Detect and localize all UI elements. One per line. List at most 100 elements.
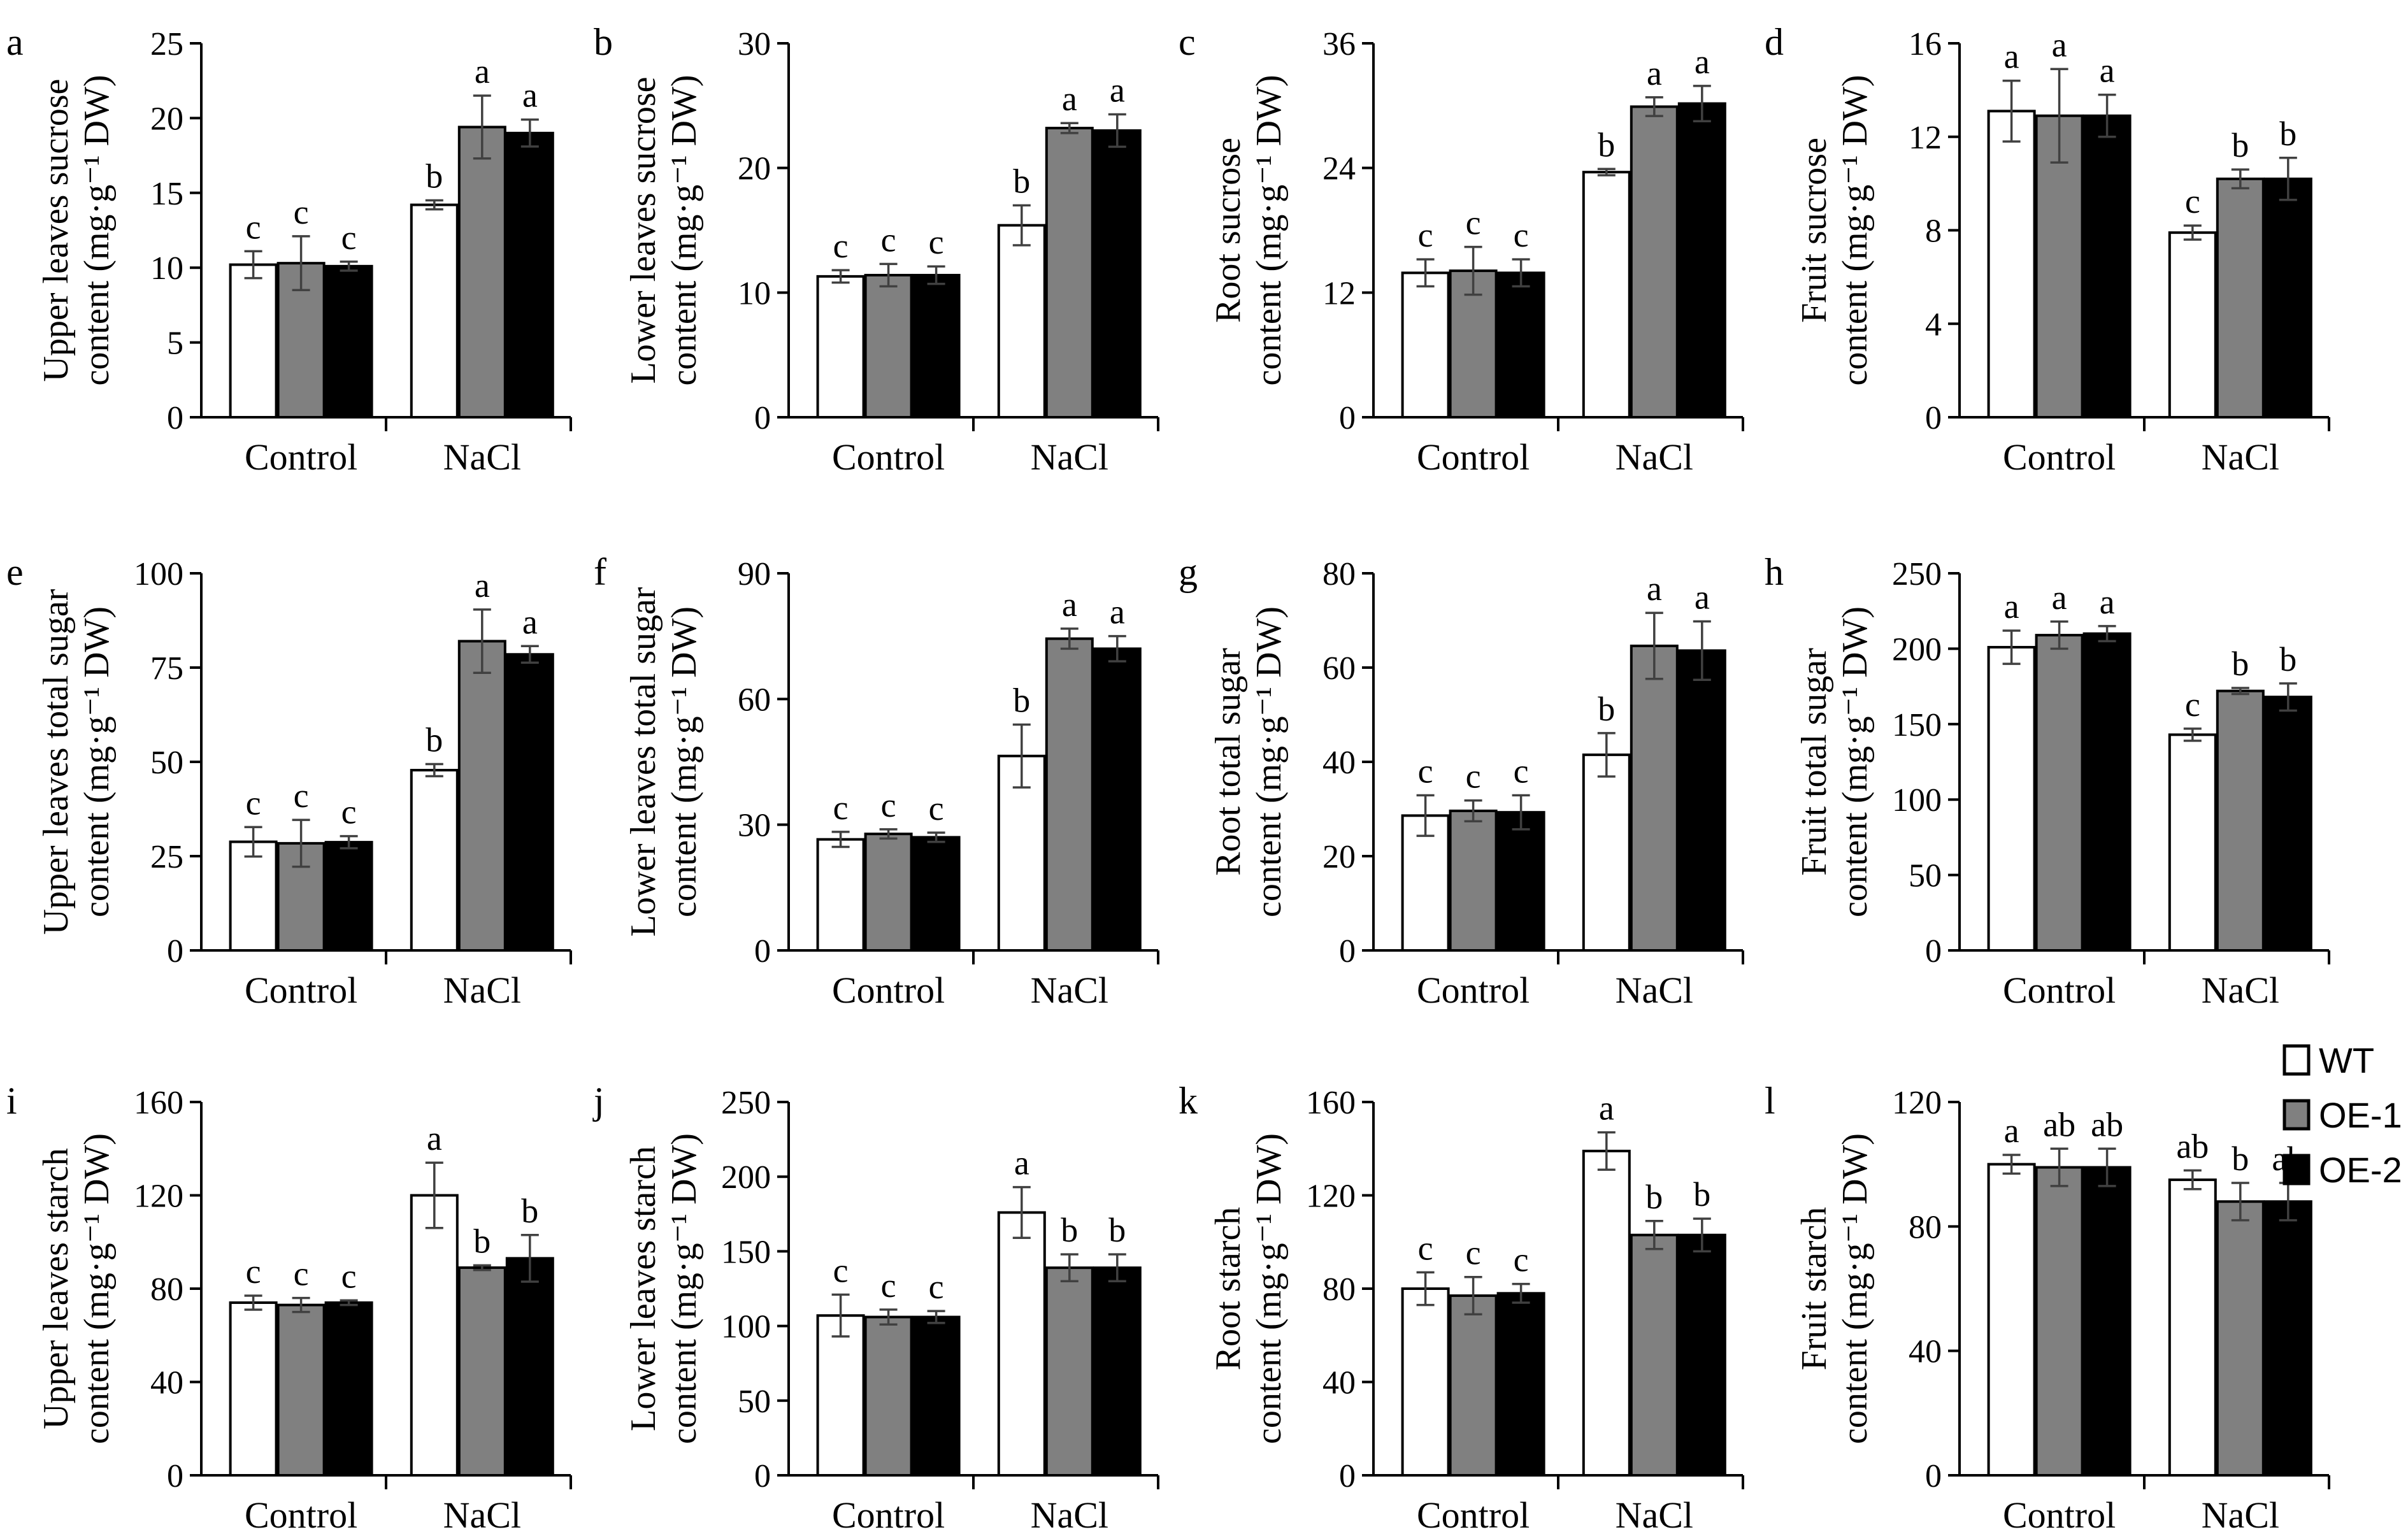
- significance-letter: c: [1418, 1229, 1433, 1267]
- significance-letter: b: [1645, 1178, 1663, 1216]
- y-axis-label-line: content (mg·g⁻¹ DW): [1835, 1133, 1875, 1444]
- panel-letter: k: [1179, 1080, 1198, 1122]
- x-category-label: Control: [832, 970, 945, 1011]
- significance-letter: a: [2100, 583, 2115, 621]
- panel-b: b Lower leaves sucrosecontent (mg·g⁻¹ DW)…: [594, 21, 1159, 478]
- y-tick-label: 40: [150, 1365, 183, 1401]
- significance-letter: a: [2004, 587, 2019, 626]
- legend-label: OE-1: [2319, 1095, 2402, 1135]
- legend: WT OE-1 OE-2: [2283, 1040, 2402, 1190]
- bar-oe-2: [505, 1257, 554, 1477]
- significance-letter: b: [1598, 125, 1615, 164]
- bar-oe-1: [2216, 1200, 2265, 1477]
- significance-letter: b: [1013, 681, 1030, 719]
- significance-letter: c: [341, 793, 357, 831]
- y-tick-label: 8: [1925, 213, 1942, 250]
- bar-oe-2: [2263, 1200, 2312, 1477]
- y-axis-label: Fruit sucrosecontent (mg·g⁻¹ DW): [1795, 75, 1875, 386]
- x-category-label: NaCl: [1616, 970, 1693, 1011]
- y-tick-label: 80: [1322, 1271, 1356, 1308]
- y-tick-label: 200: [1892, 631, 1942, 668]
- y-tick-label: 20: [1322, 839, 1356, 875]
- bar-wt: [997, 224, 1046, 419]
- bar-oe-1: [2216, 177, 2265, 419]
- y-tick-label: 5: [167, 326, 183, 362]
- bar-wt: [997, 1211, 1046, 1477]
- y-axis-label-line: content (mg·g⁻¹ DW): [664, 75, 704, 386]
- significance-letter: ab: [2176, 1127, 2209, 1165]
- y-axis-label-line: Lower leaves sucrose: [624, 76, 663, 383]
- y-tick-label: 0: [167, 1458, 183, 1494]
- y-axis-label: Upper leaves sucrosecontent (mg·g⁻¹ DW): [36, 75, 117, 386]
- y-axis-label-line: content (mg·g⁻¹ DW): [1249, 606, 1289, 917]
- panel-letter: d: [1765, 21, 1784, 63]
- significance-letter: c: [1466, 757, 1481, 796]
- significance-letter: b: [2232, 126, 2249, 164]
- panel-letter: a: [6, 21, 24, 63]
- bar-wt: [816, 1314, 865, 1477]
- x-category-label: NaCl: [1031, 1494, 1108, 1536]
- significance-letter: c: [881, 786, 896, 824]
- bar-oe-2: [2082, 632, 2132, 952]
- significance-letter: c: [881, 1266, 896, 1305]
- bar-oe-2: [505, 131, 554, 419]
- x-category-label: Control: [1417, 436, 1530, 478]
- significance-letter: c: [881, 220, 896, 259]
- significance-letter: c: [929, 223, 944, 261]
- x-category-label: Control: [2003, 1494, 2116, 1536]
- panel-f: f Lower leaves total sugarcontent (mg·g⁻¹…: [594, 551, 1159, 1011]
- significance-letter: c: [1418, 752, 1433, 791]
- bar-wt: [1987, 1163, 2036, 1477]
- significance-letter: a: [475, 52, 490, 90]
- y-tick-label: 50: [1909, 858, 1942, 894]
- x-category-label: NaCl: [443, 436, 521, 478]
- panel-l: l Fruit starchcontent (mg·g⁻¹ DW) 0 40 80 120…: [1765, 1080, 2330, 1536]
- bar-oe-1: [1045, 127, 1094, 419]
- significance-letter: b: [426, 157, 443, 196]
- bar-oe-2: [1677, 649, 1726, 952]
- bar-oe-1: [864, 273, 913, 419]
- x-category-label: Control: [1417, 970, 1530, 1011]
- y-tick-label: 24: [1322, 151, 1356, 187]
- panel-e: e Upper leaves total sugarcontent (mg·g⁻¹…: [6, 551, 572, 1011]
- significance-letter: b: [2279, 640, 2297, 678]
- bar-oe-1: [457, 125, 506, 419]
- y-axis-label-line: content (mg·g⁻¹ DW): [664, 1133, 704, 1444]
- x-category-label: NaCl: [1031, 436, 1108, 478]
- bar-oe-1: [276, 1303, 326, 1477]
- y-tick-label: 4: [1925, 306, 1942, 343]
- significance-letter: a: [522, 76, 538, 115]
- bar-oe-1: [2216, 689, 2265, 952]
- y-tick-label: 0: [1925, 400, 1942, 436]
- y-axis-label-line: content (mg·g⁻¹ DW): [1835, 606, 1875, 917]
- panel-a: a Upper leaves sucrosecontent (mg·g⁻¹ DW)…: [6, 21, 572, 478]
- significance-letter: b: [2232, 1140, 2249, 1178]
- bar-wt: [2168, 1178, 2217, 1477]
- significance-letter: b: [1598, 690, 1615, 728]
- bar-oe-2: [1677, 102, 1726, 419]
- bar-wt: [1987, 110, 2036, 419]
- panel-c: c Root sucrosecontent (mg·g⁻¹ DW) 0 12 24 36 C…: [1179, 21, 1744, 478]
- panel-letter: i: [6, 1080, 17, 1122]
- significance-letter: a: [1014, 1144, 1029, 1182]
- significance-letter: ab: [2043, 1105, 2075, 1143]
- y-tick-label: 100: [721, 1309, 771, 1345]
- panel-letter: c: [1179, 21, 1196, 63]
- significance-letter: a: [1110, 71, 1125, 110]
- y-tick-label: 10: [738, 275, 771, 311]
- x-category-label: Control: [245, 436, 357, 478]
- y-tick-label: 160: [1306, 1085, 1356, 1121]
- panel-letter: b: [594, 21, 613, 63]
- bar-oe-2: [2082, 1166, 2132, 1477]
- x-category-label: Control: [245, 1494, 357, 1536]
- y-tick-label: 80: [1322, 556, 1356, 592]
- bar-oe-2: [1496, 271, 1545, 419]
- y-axis-label-line: content (mg·g⁻¹ DW): [77, 606, 117, 917]
- y-axis-label-line: Fruit starch: [1795, 1207, 1834, 1371]
- significance-letter: c: [1514, 216, 1529, 254]
- y-tick-label: 250: [721, 1085, 771, 1121]
- y-tick-label: 0: [1339, 933, 1356, 970]
- significance-letter: c: [2185, 182, 2200, 220]
- y-tick-label: 50: [738, 1384, 771, 1420]
- bar-wt: [816, 838, 865, 952]
